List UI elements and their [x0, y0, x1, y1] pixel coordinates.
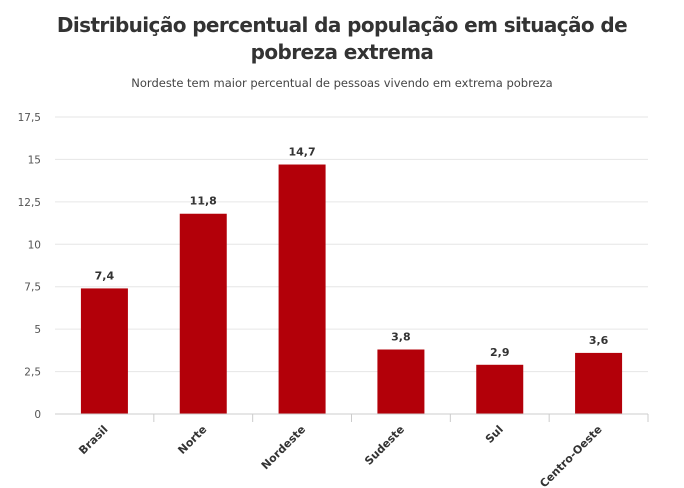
bar	[476, 364, 524, 414]
data-label: 3,6	[589, 334, 609, 347]
y-tick-label: 12,5	[18, 197, 41, 209]
bar	[179, 213, 227, 414]
x-tick-label: Centro-Oeste	[537, 423, 604, 488]
bar	[377, 349, 425, 414]
x-tick-label: Sudeste	[362, 423, 407, 468]
data-label: 11,8	[190, 195, 217, 208]
y-tick-label: 0	[34, 409, 41, 421]
y-tick-label: 15	[28, 154, 41, 166]
y-tick-label: 17,5	[18, 112, 41, 124]
chart-title: Distribuição percentual da população em …	[56, 13, 628, 64]
y-tick-label: 7,5	[24, 282, 41, 294]
y-tick-label: 5	[34, 324, 41, 336]
data-label: 7,4	[95, 269, 115, 282]
y-tick-label: 10	[28, 239, 41, 251]
bar	[278, 164, 326, 414]
x-tick-label: Brasil	[76, 423, 110, 457]
chart-subtitle: Nordeste tem maior percentual de pessoas…	[131, 76, 553, 90]
x-tick-label: Norte	[175, 423, 209, 457]
data-label: 14,7	[289, 146, 316, 159]
y-tick-label: 2,5	[24, 367, 41, 379]
bar	[80, 288, 128, 414]
bar	[575, 352, 623, 414]
x-tick-label: Nordeste	[259, 423, 308, 472]
x-tick-label: Sul	[483, 423, 506, 446]
data-label: 3,8	[391, 331, 411, 344]
data-label: 2,9	[490, 346, 510, 359]
